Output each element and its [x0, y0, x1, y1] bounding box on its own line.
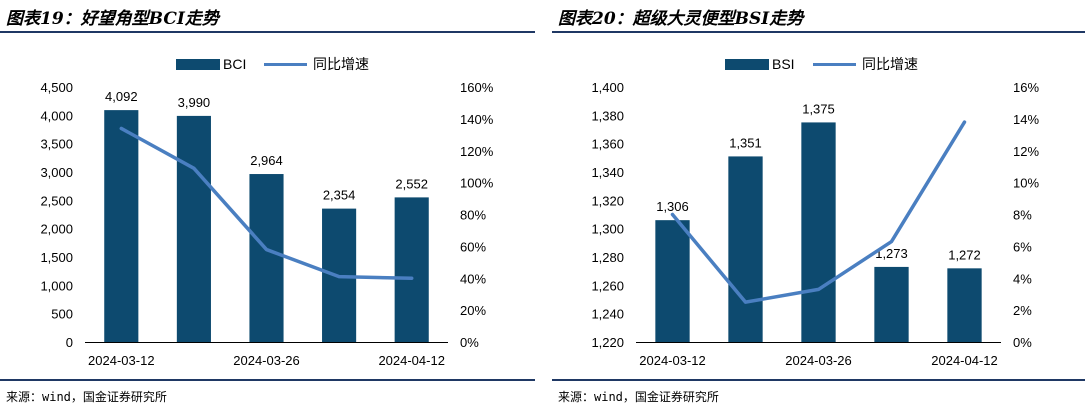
right-y-tick-label: 1,300	[591, 222, 624, 237]
right-bar	[947, 268, 982, 342]
right-y-tick-label: 1,360	[591, 137, 624, 152]
right-y-tick-label: 1,380	[591, 108, 624, 123]
right-y2-tick-label: 16%	[1013, 80, 1039, 95]
left-chart-title: 图表19：好望角型BCI走势	[6, 9, 219, 29]
right-yoy-point	[963, 120, 966, 124]
left-y-tick-label: 4,500	[40, 80, 73, 95]
right-x-tick-label: 2024-03-12	[639, 353, 706, 368]
left-yoy-point	[265, 248, 268, 252]
right-y2-tick-label: 0%	[1013, 335, 1032, 350]
right-y2-tick-label: 4%	[1013, 271, 1032, 286]
right-legend-line-label: 同比增速	[862, 56, 918, 72]
left-bar-data-label: 2,354	[323, 188, 356, 203]
right-y-tick-label: 1,240	[591, 307, 624, 322]
left-y-tick-label: 1,000	[40, 278, 73, 293]
right-y-tick-label: 1,320	[591, 193, 624, 208]
left-y-tick-label: 2,000	[40, 222, 73, 237]
right-y2-tick-label: 6%	[1013, 239, 1032, 254]
left-legend-line-label: 同比增速	[313, 56, 369, 72]
right-bottom-rule	[552, 379, 1085, 381]
left-yoy-point	[192, 166, 196, 170]
left-y-tick-label: 500	[51, 307, 73, 322]
right-chart-title: 图表20：超级大灵便型BSI走势	[558, 9, 804, 29]
left-yoy-point	[337, 275, 341, 279]
left-x-tick-label: 2024-03-26	[233, 353, 300, 368]
left-legend-bar-swatch	[176, 59, 220, 70]
left-bar-data-label: 2,552	[395, 176, 428, 191]
right-bar-data-label: 1,375	[802, 101, 835, 116]
left-y-tick-label: 1,500	[40, 250, 73, 265]
left-bar	[104, 110, 139, 343]
left-y2-tick-label: 20%	[460, 303, 486, 318]
left-y2-tick-label: 100%	[460, 176, 494, 191]
right-y2-tick-label: 8%	[1013, 208, 1032, 223]
left-y2-tick-label: 40%	[460, 271, 486, 286]
right-bar-data-label: 1,306	[656, 199, 689, 214]
right-y-tick-label: 1,220	[591, 335, 624, 350]
left-bar-data-label: 4,092	[105, 89, 138, 104]
right-y2-tick-label: 10%	[1013, 176, 1039, 191]
left-bar-data-label: 3,990	[178, 95, 211, 110]
right-x-tick-label: 2024-04-12	[931, 353, 998, 368]
right-bar	[801, 122, 836, 343]
right-y-tick-label: 1,340	[591, 165, 624, 180]
right-source-note: 来源：wind，国金证券研究所	[558, 390, 719, 404]
left-legend-bar-label: BCI	[223, 56, 246, 72]
left-y2-tick-label: 120%	[460, 144, 494, 159]
left-y-tick-label: 3,000	[40, 165, 73, 180]
left-y-tick-label: 2,500	[40, 193, 73, 208]
right-yoy-point	[744, 300, 747, 304]
right-y-tick-label: 1,260	[591, 278, 624, 293]
right-y2-tick-label: 2%	[1013, 303, 1032, 318]
left-y2-tick-label: 60%	[460, 239, 486, 254]
left-yoy-point	[119, 126, 123, 130]
left-chart-panel: 图表19：好望角型BCI走势 BCI 同比增速 0 500 1,000 1,500 2,00…	[0, 0, 535, 414]
left-y2-tick-label: 0%	[460, 335, 479, 350]
right-y2-tick-label: 12%	[1013, 144, 1039, 159]
left-y-tick-label: 3,500	[40, 137, 73, 152]
right-y-tick-label: 1,280	[591, 250, 624, 265]
left-bottom-rule	[0, 379, 535, 381]
right-bar	[655, 220, 690, 342]
right-bar	[874, 266, 909, 342]
right-bar-data-label: 1,273	[875, 246, 908, 261]
right-yoy-point	[671, 213, 674, 216]
right-chart-panel: 图表20：超级大灵便型BSI走势 BSI 同比增速 1,220 1,240 1,260 1…	[552, 0, 1085, 414]
right-y2-tick-label: 14%	[1013, 112, 1039, 127]
right-bar-data-label: 1,351	[729, 135, 762, 150]
right-legend-bar-swatch	[725, 59, 769, 70]
left-yoy-point	[410, 276, 414, 280]
left-x-tick-label: 2024-03-12	[88, 353, 155, 368]
right-legend-bar-label: BSI	[772, 56, 795, 72]
left-x-tick-label: 2024-04-12	[378, 353, 445, 368]
right-y-tick-label: 1,400	[591, 80, 624, 95]
left-bar	[394, 197, 429, 342]
left-y-tick-label: 0	[66, 335, 73, 350]
left-y-tick-label: 4,000	[40, 108, 73, 123]
right-yoy-point	[890, 240, 893, 244]
right-bar-data-label: 1,272	[948, 247, 981, 262]
left-y2-tick-label: 80%	[460, 208, 486, 223]
left-bar	[249, 174, 284, 342]
left-bar	[176, 115, 211, 343]
right-bar	[728, 156, 763, 342]
left-y2-tick-label: 140%	[460, 112, 494, 127]
right-chart-svg: BSI 同比增速 1,220 1,240 1,260 1,280 1,300 1,320 1,3…	[591, 56, 1039, 368]
right-title-rule	[552, 31, 1085, 33]
left-title-rule	[0, 31, 535, 33]
left-source-note: 来源：wind，国金证券研究所	[6, 390, 167, 404]
left-bar-data-label: 2,964	[250, 153, 283, 168]
left-chart-svg: BCI 同比增速 0 500 1,000 1,500 2,000 2,500 3,000 3,50…	[40, 56, 494, 368]
right-yoy-point	[817, 287, 820, 291]
left-y2-tick-label: 160%	[460, 80, 494, 95]
right-x-tick-label: 2024-03-26	[785, 353, 852, 368]
